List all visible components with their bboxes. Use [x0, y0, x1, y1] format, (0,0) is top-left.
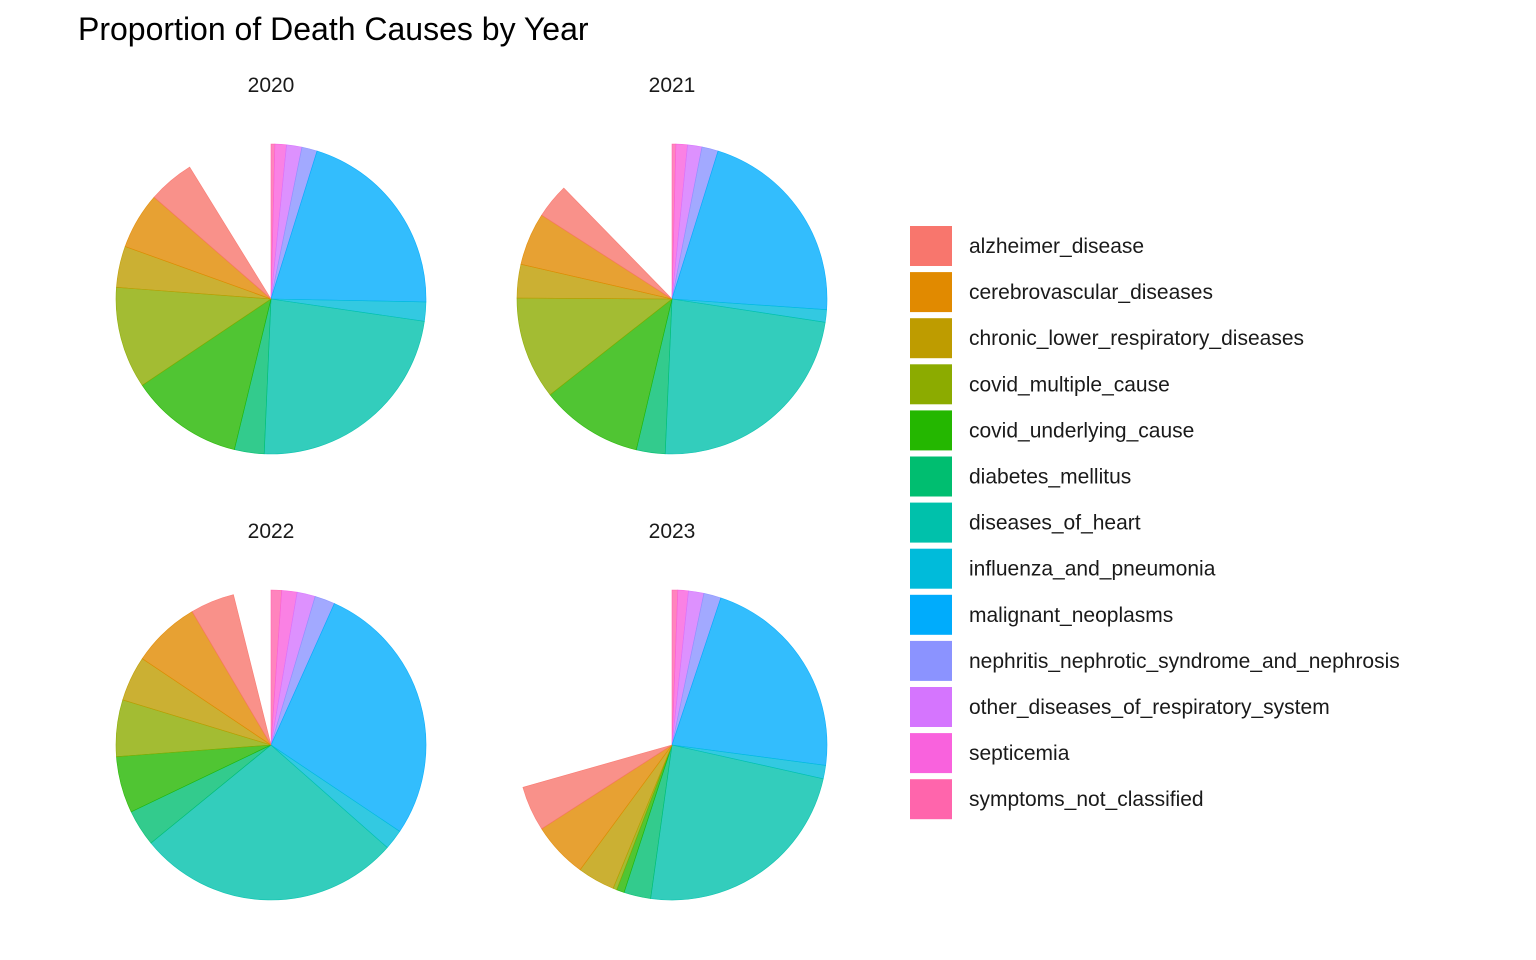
legend-key-influenza_and_pneumonia: [910, 548, 952, 589]
legend-key-septicemia: [910, 733, 952, 774]
legend-label-septicemia: septicemia: [969, 742, 1070, 765]
legend-label-symptoms_not_classified: symptoms_not_classified: [969, 788, 1204, 811]
slice-2020-malignant_neoplasms: [270, 150, 427, 303]
legend-label-chronic_lower_respiratory_diseases: chronic_lower_respiratory_diseases: [969, 327, 1304, 350]
pie-panel-2020: 2020: [115, 74, 427, 455]
slice-2021-malignant_neoplasms: [671, 150, 828, 311]
slice-2023-diseases_of_heart: [650, 744, 824, 901]
legend-key-alzheimer_disease: [910, 226, 952, 266]
legend-key-other_diseases_of_respiratory_system: [910, 687, 952, 727]
legend-key-covid_multiple_cause: [910, 364, 952, 405]
legend-key-diabetes_mellitus: [910, 456, 952, 497]
legend-label-diseases_of_heart: diseases_of_heart: [969, 512, 1141, 535]
slice-2022-malignant_neoplasms: [270, 603, 427, 832]
pie-panel-2022: 2022: [115, 520, 427, 901]
slice-2020-alzheimer_disease: [153, 166, 272, 300]
slice-2023-malignant_neoplasms: [671, 597, 828, 766]
slice-2021-covid_underlying_cause: [549, 298, 673, 451]
panel-title-2023: 2023: [649, 520, 696, 543]
slice-2021-alzheimer_disease: [541, 187, 673, 300]
legend-label-diabetes_mellitus: diabetes_mellitus: [969, 466, 1131, 489]
legend-key-chronic_lower_respiratory_diseases: [910, 318, 952, 359]
slice-2023-alzheimer_disease: [522, 744, 673, 830]
legend-key-covid_underlying_cause: [910, 410, 952, 451]
legend-key-cerebrovascular_diseases: [910, 272, 952, 313]
legend-label-alzheimer_disease: alzheimer_disease: [969, 235, 1144, 258]
legend-label-nephritis_nephrotic_syndrome_and_nephrosis: nephritis_nephrotic_syndrome_and_nephros…: [969, 650, 1400, 673]
panel-title-2020: 2020: [248, 74, 295, 97]
legend-key-symptoms_not_classified: [910, 779, 952, 820]
pie-panel-2021: 2021: [516, 74, 828, 455]
slice-2021-covid_multiple_cause: [516, 297, 673, 396]
legend-label-cerebrovascular_diseases: cerebrovascular_diseases: [969, 281, 1213, 304]
slice-2021-diseases_of_heart: [664, 298, 826, 455]
slice-2020-covid_underlying_cause: [141, 298, 272, 450]
legend-label-other_diseases_of_respiratory_system: other_diseases_of_respiratory_system: [969, 696, 1330, 719]
legend-label-covid_multiple_cause: covid_multiple_cause: [969, 373, 1170, 396]
legend: alzheimer_disease cerebrovascular_disease…: [910, 226, 1400, 820]
slice-2020-covid_multiple_cause: [115, 286, 272, 386]
slice-2022-diseases_of_heart: [150, 744, 388, 901]
slice-2022-alzheimer_disease: [191, 594, 272, 746]
panel-title-2022: 2022: [248, 520, 295, 543]
legend-key-malignant_neoplasms: [910, 594, 952, 635]
legend-label-covid_underlying_cause: covid_underlying_cause: [969, 419, 1194, 442]
legend-label-influenza_and_pneumonia: influenza_and_pneumonia: [969, 558, 1216, 581]
chart-title: Proportion of Death Causes by Year: [78, 11, 589, 47]
legend-key-nephritis_nephrotic_syndrome_and_nephrosis: [910, 640, 952, 681]
legend-key-diseases_of_heart: [910, 502, 952, 543]
legend-label-malignant_neoplasms: malignant_neoplasms: [969, 604, 1173, 627]
slice-2020-diseases_of_heart: [263, 298, 425, 455]
pie-panel-2023: 2023: [522, 520, 828, 901]
pie-panels: 2020 2021 2022 2023: [115, 74, 828, 901]
panel-title-2021: 2021: [649, 74, 696, 97]
